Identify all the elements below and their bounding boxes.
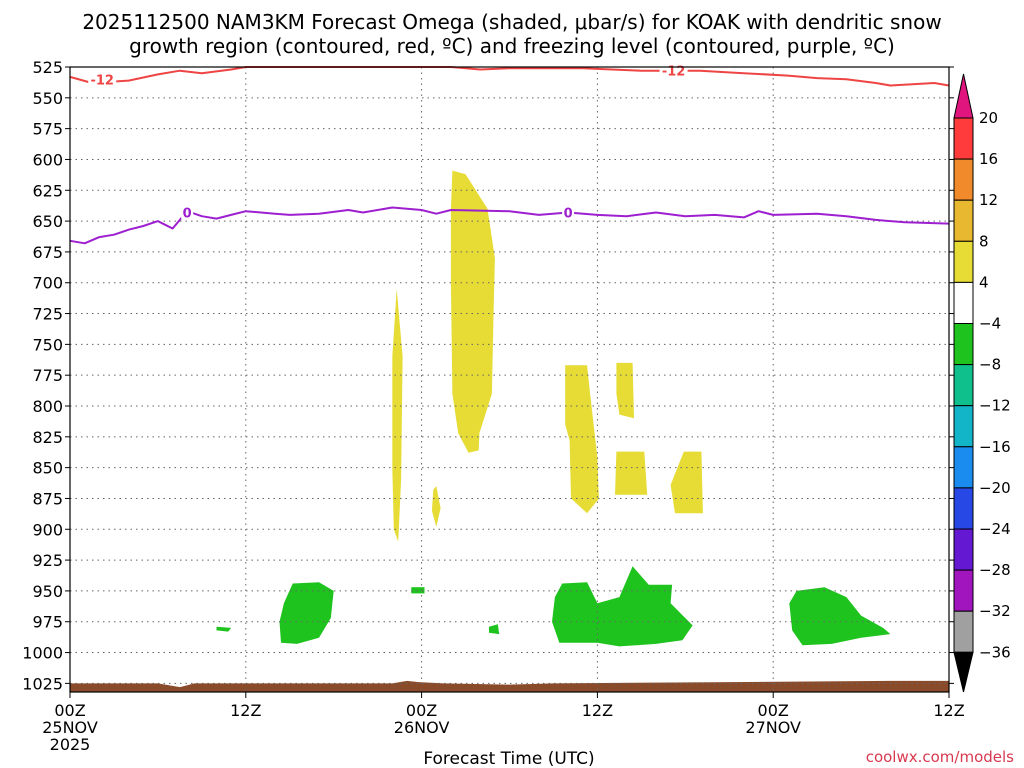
y-tick-label-800: 800 xyxy=(32,397,63,416)
omega-region-yellow-2 xyxy=(464,381,482,453)
plot-area-frame xyxy=(69,66,950,693)
y-tick-label-925: 925 xyxy=(32,551,63,570)
y-tick-label-725: 725 xyxy=(32,305,63,324)
omega-region-yellow-3 xyxy=(431,486,441,527)
colorbar-swatch-4 xyxy=(953,281,974,324)
contour-label-freezing-level-0-0: 0 xyxy=(183,206,192,221)
omega-region-yellow-0 xyxy=(450,170,495,453)
contour-label-dendritic-minus12-1: -12 xyxy=(662,65,686,80)
colorbar-top-arrow xyxy=(953,73,974,119)
colorbar-swatch-6 xyxy=(953,364,974,407)
y-tick-label-575: 575 xyxy=(32,120,63,139)
colorbar-label-0: 20 xyxy=(979,109,998,127)
x-axis-label: Forecast Time (UTC) xyxy=(423,749,594,768)
omega-region-green-13 xyxy=(789,587,891,646)
x-tick-label-24-1: 26NOV xyxy=(394,718,450,737)
y-tick-label-675: 675 xyxy=(32,243,63,262)
colorbar-label-4: 4 xyxy=(979,273,989,291)
colorbar-label-9: −20 xyxy=(979,479,1011,497)
omega-region-yellow-6 xyxy=(615,451,648,495)
x-tick-label-36-0: 12Z xyxy=(582,701,613,720)
y-tick-label-850: 850 xyxy=(32,459,63,478)
y-tick-label-625: 625 xyxy=(32,181,63,200)
y-tick-label-825: 825 xyxy=(32,428,63,447)
colorbar-swatch-9 xyxy=(953,487,974,530)
x-tick-label-48-0: 00Z xyxy=(758,701,789,720)
colorbar-swatch-8 xyxy=(953,446,974,489)
colorbar-bottom-arrow xyxy=(953,651,974,693)
contour-freezing-level-0 xyxy=(69,206,950,245)
colorbar-swatch-1 xyxy=(953,158,974,201)
colorbar-label-3: 8 xyxy=(979,232,989,250)
omega-region-green-8 xyxy=(279,582,334,644)
contour-label-bg-freezing-level-0-0 xyxy=(181,205,194,220)
colorbar-swatch-3 xyxy=(953,240,974,283)
y-tick-label-900: 900 xyxy=(32,520,63,539)
surface-terrain-band xyxy=(70,680,949,692)
contour-label-bg-dendritic-minus12-0 xyxy=(88,72,117,87)
x-tick-label-0-2: 2025 xyxy=(50,735,91,754)
omega-region-green-9 xyxy=(216,626,232,632)
omega-region-green-10 xyxy=(411,587,425,594)
y-tick-label-600: 600 xyxy=(32,150,63,169)
omega-region-yellow-4 xyxy=(565,365,599,514)
omega-region-yellow-7 xyxy=(670,451,703,514)
y-tick-label-775: 775 xyxy=(32,366,63,385)
colorbar-label-7: −12 xyxy=(979,397,1011,415)
y-tick-label-1000: 1000 xyxy=(22,644,63,663)
y-tick-label-650: 650 xyxy=(32,212,63,231)
x-tick-label-12-0: 12Z xyxy=(230,701,261,720)
x-tick-label-48-1: 27NOV xyxy=(745,718,801,737)
x-tick-label-0-1: 25NOV xyxy=(42,718,98,737)
y-tick-label-750: 750 xyxy=(32,335,63,354)
colorbar-label-12: −32 xyxy=(979,602,1011,620)
colorbar-swatch-0 xyxy=(953,117,974,160)
y-tick-label-950: 950 xyxy=(32,582,63,601)
contour-label-bg-freezing-level-0-1 xyxy=(562,205,575,220)
omega-region-green-12 xyxy=(552,566,693,647)
colorbar-label-2: 12 xyxy=(979,191,998,209)
y-tick-label-1025: 1025 xyxy=(22,674,63,693)
colorbar-swatch-7 xyxy=(953,405,974,448)
contour-label-freezing-level-0-1: 0 xyxy=(564,206,573,221)
contour-dendritic-minus12 xyxy=(69,66,950,87)
x-tick-label-24-0: 00Z xyxy=(406,701,437,720)
credit-text: coolwx.com/models xyxy=(866,748,1014,766)
colorbar-label-10: −24 xyxy=(979,520,1011,538)
colorbar-label-6: −8 xyxy=(979,356,1001,374)
colorbar-label-1: 16 xyxy=(979,150,998,168)
omega-region-yellow-1 xyxy=(392,288,403,542)
contour-label-dendritic-minus12-0: -12 xyxy=(90,73,114,88)
y-tick-label-700: 700 xyxy=(32,274,63,293)
colorbar-label-5: −4 xyxy=(979,315,1001,333)
y-tick-label-875: 875 xyxy=(32,489,63,508)
colorbar-label-8: −16 xyxy=(979,438,1011,456)
omega-region-yellow-5 xyxy=(616,362,634,419)
y-tick-label-525: 525 xyxy=(32,58,63,77)
colorbar-swatch-5 xyxy=(953,323,974,366)
y-tick-label-975: 975 xyxy=(32,613,63,632)
colorbar-swatch-2 xyxy=(953,199,974,242)
x-tick-label-60-0: 12Z xyxy=(933,701,964,720)
colorbar-label-11: −28 xyxy=(979,561,1011,579)
x-tick-label-0-0: 00Z xyxy=(54,701,85,720)
omega-region-green-11 xyxy=(489,624,500,635)
colorbar-label-13: −36 xyxy=(979,643,1011,661)
colorbar-swatch-12 xyxy=(953,610,974,653)
colorbar-swatch-11 xyxy=(953,569,974,612)
y-tick-label-550: 550 xyxy=(32,89,63,108)
chart-title-line-1: 2025112500 NAM3KM Forecast Omega (shaded… xyxy=(82,10,941,34)
chart-title-line-2: growth region (contoured, red, ºC) and f… xyxy=(129,34,895,58)
colorbar-swatch-10 xyxy=(953,528,974,571)
